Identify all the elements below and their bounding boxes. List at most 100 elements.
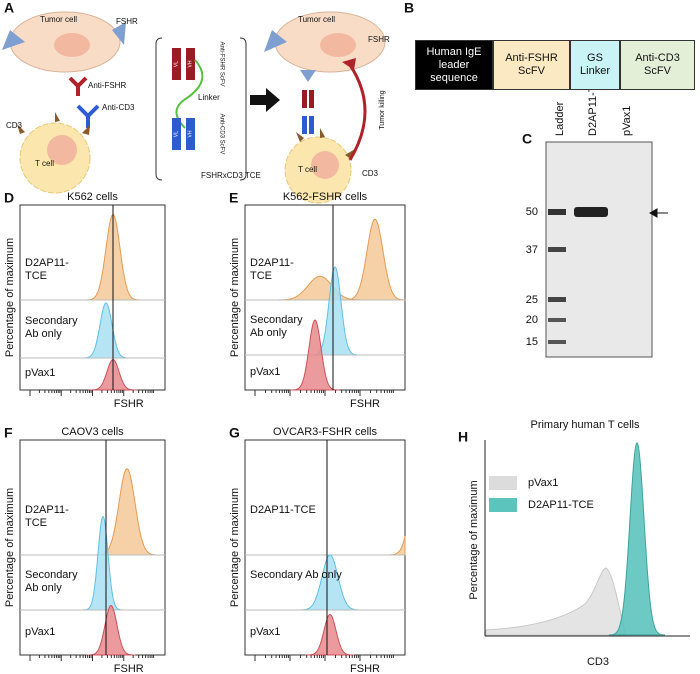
domain [172,118,181,150]
panel-label: H [458,429,468,445]
histogram-curve [485,567,627,636]
row-label: Secondary Ab only [25,315,78,340]
killing-arrow [348,64,367,161]
x-axis-title: FSHR [114,663,144,674]
domain-label: VL [173,61,179,67]
nucleus [320,33,356,57]
domain [302,90,307,108]
arrow [250,88,280,112]
domain-label: VH [187,130,193,137]
histogram-curve [271,275,369,301]
annotation: Anti-FSHR [88,81,126,90]
domain-label: VH [187,60,193,67]
annotation: Tumor cell [40,15,77,24]
panel-title: K562 cells [67,191,118,203]
receptor [264,30,287,52]
construct-segment: Anti-CD3 ScFV [620,40,695,90]
legend-swatch [489,498,517,512]
panel-title: Primary human T cells [530,419,640,431]
marker-label: 15 [526,336,538,348]
domain [172,48,181,80]
receptor [112,22,126,45]
panel-title: OVCAR3-FSHR cells [273,426,377,438]
histogram-curve [82,515,124,611]
domain-label: VL [173,131,179,137]
histogram-curve [608,442,666,636]
plot-frame [19,204,166,391]
panel-title: K562-FSHR cells [283,191,368,203]
row-label: D2AP11-TCE [250,256,294,282]
y-axis-title: Percentage of maximum [229,488,241,607]
ladder-band [548,247,566,252]
nucleus [311,151,339,179]
nucleus [54,33,90,57]
annotation: T cell [298,165,317,174]
x-axis-title: FSHR [114,398,144,410]
histogram-curve [290,319,340,391]
annotation: CD3 [6,121,23,130]
annotation: Tumor killing [379,90,386,130]
annotation: Anti-CD3 ScFV [218,114,224,155]
histogram-curve [297,554,363,611]
ladder-band [548,340,566,344]
bracket [155,37,247,181]
y-axis-title: Percentage of maximum [229,238,241,357]
product-band [574,207,608,217]
row-label: pVax1 [250,365,281,378]
arrow [648,208,668,218]
panel-label: G [229,425,240,441]
legend-label: pVax1 [528,477,558,489]
legend-swatch [489,476,517,490]
annotation: FSHR [116,17,138,26]
ladder-band [548,297,566,302]
panel-label: A [4,0,14,16]
histogram-curve [86,604,136,656]
arrowhead [342,58,356,70]
legend-label: D2AP11-TCE [528,499,594,511]
domain [309,116,314,134]
x-axis-title: FSHR [350,663,380,674]
lane-label: Ladder [554,101,566,136]
receptor [2,30,25,50]
nucleus [47,135,77,165]
histogram-curve [81,302,131,359]
row-label: pVax1 [25,367,56,379]
panel-label: D [4,190,14,206]
gel [545,141,668,358]
row-label: Secondary Ab only [25,568,78,594]
annotation: Anti-CD3 [102,103,135,112]
panel-title: CAOV3 cells [61,426,124,438]
construct-segment: Anti-FSHR ScFV [493,40,570,90]
row-label: Secondary Ab only [250,568,342,581]
row-label: D2AP11-TCE [250,504,316,517]
marker-label: 25 [526,294,538,306]
marker-label: 37 [526,244,538,256]
domain [186,118,195,150]
antibody [68,76,88,96]
domain [302,116,307,134]
annotation: T cell [35,159,54,168]
panel-label: F [4,425,13,441]
plot-frame [244,439,406,656]
annotation: CD3 [362,169,379,178]
y-axis-title: Percentage of maximum [4,488,16,607]
x-axis-title: CD3 [587,656,609,668]
cd3-marker [17,112,90,135]
panel-a-graphics [2,11,386,204]
panel-label: E [229,190,238,206]
histogram-curve [342,218,406,301]
annotation: FSHR [368,35,390,44]
annotation: Linker [198,93,220,102]
row-label: pVax1 [250,625,281,638]
construct-segment: Human IgE leader sequence [415,40,493,90]
x-axis-title: FSHR [350,398,380,410]
construct-segment: GS Linker [570,40,620,90]
row-label: D2AP11-TCE [25,504,69,530]
panel-label: B [404,0,414,16]
annotation: Anti-FSHR ScFV [218,41,224,86]
panel-h-plot [484,440,690,637]
histogram-curve [305,613,355,656]
marker-label: 20 [526,314,538,326]
y-axis-title: Percentage of maximum [4,238,16,357]
